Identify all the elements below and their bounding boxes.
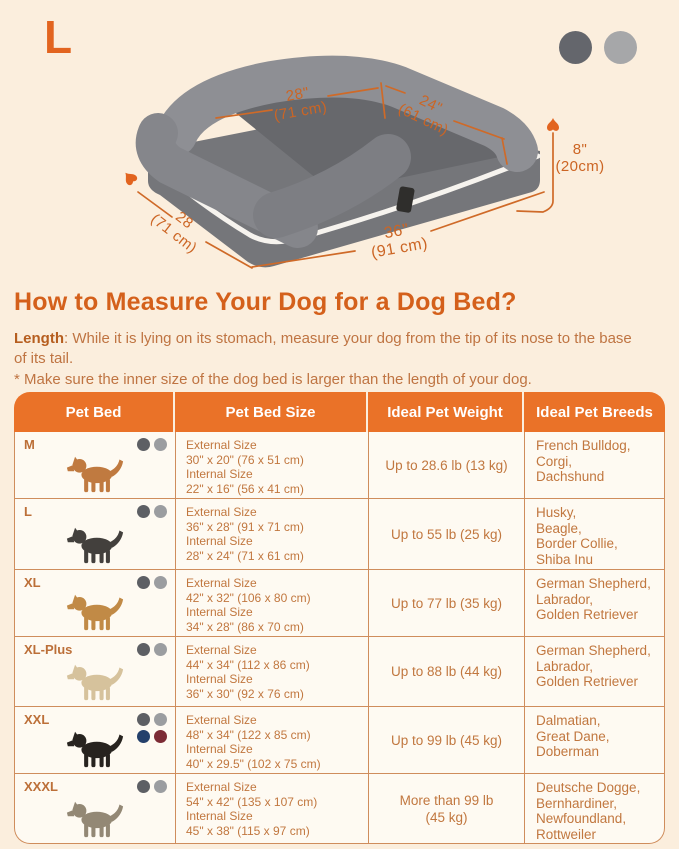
dimension-lines xyxy=(137,82,554,269)
pet-bed-size-cell: External Size 30" x 20" (76 x 51 cm) Int… xyxy=(176,432,369,498)
pet-bed-cell: M xyxy=(15,432,176,498)
table-row-l: L External Size 36" x 28" ( xyxy=(15,499,664,570)
pet-bed-cell: XXXL xyxy=(15,774,176,843)
dog-bed-illustration xyxy=(125,55,559,269)
ideal-pet-weight-cell: Up to 88 lb (44 kg) xyxy=(369,637,525,706)
page-title: How to Measure Your Dog for a Dog Bed? xyxy=(14,288,517,316)
color-dot xyxy=(154,780,167,793)
ideal-pet-breeds-cell: German Shepherd, Labrador, Golden Retrie… xyxy=(536,576,651,622)
color-dot xyxy=(137,576,150,589)
size-badge: L xyxy=(44,11,73,63)
column-header-pet-bed: Pet Bed xyxy=(14,392,175,432)
color-dot xyxy=(154,713,167,726)
color-dot xyxy=(154,505,167,518)
table-row-xl-plus: XL-Plus External Size 44" x xyxy=(15,637,664,707)
color-dots xyxy=(135,713,167,743)
ideal-pet-breeds-cell: French Bulldog, Corgi, Dachshund xyxy=(536,438,631,484)
ideal-pet-weight-cell: Up to 77 lb (35 kg) xyxy=(369,570,525,636)
pet-bed-size-cell: External Size 48" x 34" (122 x 85 cm) In… xyxy=(176,707,369,773)
doberman-dog-image xyxy=(66,731,124,768)
ideal-pet-weight-cell: Up to 99 lb (45 kg) xyxy=(369,707,525,773)
color-swatch-light-gray xyxy=(604,31,637,64)
color-dots xyxy=(135,780,167,793)
ideal-pet-weight-cell: Up to 55 lb (25 kg) xyxy=(369,499,525,569)
size-chart-table: Pet Bed Pet Bed Size Ideal Pet Weight Id… xyxy=(14,392,665,844)
table-row-m: M External Size 30" x 20" ( xyxy=(15,432,664,499)
color-dot xyxy=(137,780,150,793)
color-swatch-dark-gray xyxy=(559,31,592,64)
dimension-arrows xyxy=(125,118,559,186)
column-header-ideal-pet-breeds: Ideal Pet Breeds xyxy=(536,403,653,421)
measuring-instructions: Length: While it is lying on its stomach… xyxy=(14,329,636,390)
table-row-xxxl: XXXL External Size 54" x 42 xyxy=(15,774,664,843)
ideal-pet-weight-cell: More than 99 lb (45 kg) xyxy=(369,774,525,843)
color-dot xyxy=(137,505,150,518)
length-label: Length xyxy=(14,330,64,347)
table-row-xxl: XXL Externa xyxy=(15,707,664,774)
pet-bed-size-cell: External Size 36" x 28" (91 x 71 cm) Int… xyxy=(176,499,369,569)
table-row-xl: XL External Size 42" x 32" xyxy=(15,570,664,637)
ideal-pet-breeds-cell: Husky, Beagle, Border Collie, Shiba Inu xyxy=(536,505,618,567)
row-size-label: XL-Plus xyxy=(24,642,73,657)
row-size-label: M xyxy=(24,437,35,452)
color-dots xyxy=(135,438,167,451)
length-text: : While it is lying on its stomach, meas… xyxy=(14,330,632,367)
ideal-pet-breeds-cell: Dalmatian, Great Dane, Doberman xyxy=(536,713,610,759)
labrador-dog-image xyxy=(66,664,124,701)
inner-size-note: * Make sure the inner size of the dog be… xyxy=(14,371,532,388)
color-dot xyxy=(154,576,167,589)
color-dot xyxy=(137,643,150,656)
pet-bed-size-cell: External Size 44" x 34" (112 x 86 cm) In… xyxy=(176,637,369,706)
malamute-dog-image xyxy=(66,801,124,838)
column-header-pet-bed-size: Pet Bed Size xyxy=(175,392,368,432)
color-dot xyxy=(137,438,150,451)
color-dots xyxy=(135,505,167,518)
bed-shape xyxy=(135,55,541,268)
row-size-label: L xyxy=(24,504,32,519)
pet-bed-cell: XL-Plus xyxy=(15,637,176,706)
ideal-pet-breeds-cell: Deutsche Dogge, Bernhardiner, Newfoundla… xyxy=(536,780,641,842)
color-dots xyxy=(135,576,167,589)
column-header-ideal-pet-weight: Ideal Pet Weight xyxy=(368,392,524,432)
color-dot xyxy=(137,713,150,726)
row-size-label: XL xyxy=(24,575,41,590)
table-header-row: Pet Bed Pet Bed Size Ideal Pet Weight Id… xyxy=(14,392,665,432)
color-dot xyxy=(154,643,167,656)
table-body: M External Size 30" x 20" ( xyxy=(14,432,665,844)
row-size-label: XXXL xyxy=(24,779,58,794)
row-size-label: XXL xyxy=(24,712,50,727)
dimension-height: 8" (20cm) xyxy=(555,141,605,175)
golden-retriever-dog-image xyxy=(66,594,124,631)
color-dot xyxy=(154,438,167,451)
pet-bed-cell: L xyxy=(15,499,176,569)
pet-bed-cell: XL xyxy=(15,570,176,636)
ideal-pet-weight-cell: Up to 28.6 lb (13 kg) xyxy=(369,432,525,498)
color-dot xyxy=(137,730,150,743)
length-instruction: Length: While it is lying on its stomach… xyxy=(14,329,636,369)
color-dots xyxy=(135,643,167,656)
ideal-pet-breeds-cell: German Shepherd, Labrador, Golden Retrie… xyxy=(536,643,651,689)
pet-bed-size-cell: External Size 42" x 32" (106 x 80 cm) In… xyxy=(176,570,369,636)
pet-bed-cell: XXL xyxy=(15,707,176,773)
pet-bed-size-cell: External Size 54" x 42" (135 x 107 cm) I… xyxy=(176,774,369,843)
corgi-dog-image xyxy=(66,456,124,493)
color-dot xyxy=(154,730,167,743)
border-collie-dog-image xyxy=(66,527,124,564)
